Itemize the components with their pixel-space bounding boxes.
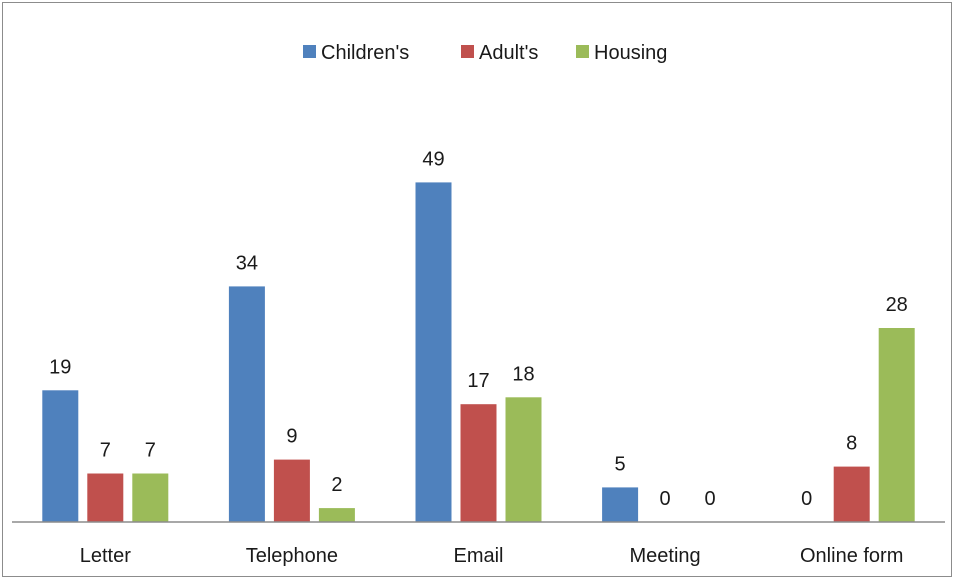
- data-label-housing-letter: 7: [145, 440, 156, 462]
- legend-label-adult-s: Adult's: [479, 42, 538, 64]
- legend-swatch-housing: [576, 45, 589, 58]
- data-label-adult-s-online-form: 8: [846, 433, 857, 455]
- bar-housing-letter: [132, 473, 169, 522]
- x-tick-labels-group: Letter Telephone Email Meeting Online form: [80, 545, 904, 567]
- data-label-adult-s-letter: 7: [100, 440, 111, 462]
- x-tick-label-telephone: Telephone: [246, 545, 338, 567]
- bar-adult-s-online-form: [833, 466, 870, 522]
- x-tick-label-online-form: Online form: [800, 545, 903, 567]
- x-tick-label-letter: Letter: [80, 545, 131, 567]
- data-label-children-s-online-form: 0: [801, 488, 812, 510]
- bar-adult-s-letter: [87, 473, 124, 522]
- legend-label-children-s: Children's: [321, 42, 409, 64]
- bar-housing-online-form: [878, 328, 915, 522]
- x-tick-label-meeting: Meeting: [630, 545, 701, 567]
- data-label-housing-meeting: 0: [705, 488, 716, 510]
- legend-swatch-children-s: [303, 45, 316, 58]
- x-tick-label-email: Email: [453, 545, 503, 567]
- data-label-children-s-email: 49: [422, 148, 444, 170]
- bar-housing-telephone: [318, 508, 355, 522]
- legend-label-housing: Housing: [594, 42, 667, 64]
- data-label-housing-email: 18: [512, 363, 534, 385]
- bar-adult-s-email: [460, 404, 497, 522]
- data-labels-group: 19 7 7 34 9 2 49 17 18 5 0 0 0 8 28: [49, 148, 908, 510]
- data-label-adult-s-telephone: 9: [286, 426, 297, 448]
- legend: Children's Adult's Housing: [303, 42, 667, 64]
- data-label-children-s-meeting: 5: [615, 453, 626, 475]
- data-label-housing-telephone: 2: [331, 474, 342, 496]
- data-label-adult-s-meeting: 0: [660, 488, 671, 510]
- bar-children-s-meeting: [602, 487, 639, 522]
- data-label-children-s-letter: 19: [49, 356, 71, 378]
- bar-adult-s-telephone: [273, 459, 310, 522]
- data-label-housing-online-form: 28: [886, 294, 908, 316]
- bar-housing-email: [505, 397, 542, 522]
- bar-children-s-telephone: [228, 286, 265, 522]
- legend-swatch-adult-s: [461, 45, 474, 58]
- bar-children-s-email: [415, 182, 452, 522]
- bar-children-s-letter: [42, 390, 79, 522]
- data-label-adult-s-email: 17: [467, 370, 489, 392]
- bars-group: [42, 182, 915, 522]
- data-label-children-s-telephone: 34: [236, 252, 258, 274]
